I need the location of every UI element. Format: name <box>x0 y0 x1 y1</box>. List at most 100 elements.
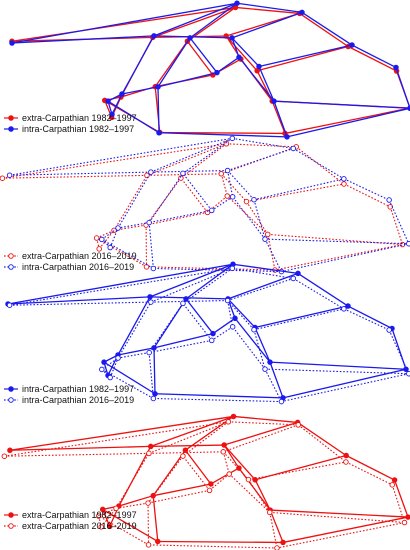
edge-22 <box>258 66 275 102</box>
legend-marker <box>8 126 14 132</box>
edge-17 <box>220 173 247 202</box>
edge-10 <box>117 171 152 229</box>
edge-29 <box>273 100 410 109</box>
edge-2 <box>297 424 347 463</box>
edge-10 <box>118 446 152 507</box>
edge-27 <box>11 35 155 44</box>
panel-2: extra-Carpathian 2016–2019intra-Carpathi… <box>0 135 410 275</box>
edge-13 <box>147 455 184 504</box>
landmark-point <box>208 337 215 344</box>
landmark-point <box>210 330 216 337</box>
edge-22 <box>254 327 271 363</box>
landmark-point <box>284 134 290 140</box>
landmark-point <box>147 443 154 450</box>
edge-5 <box>281 243 409 273</box>
edge-1 <box>235 6 300 15</box>
edge-12 <box>187 6 236 42</box>
landmark-point <box>391 477 398 483</box>
edge-28 <box>148 222 154 269</box>
edge-12 <box>185 415 234 451</box>
edge-25 <box>182 455 210 491</box>
landmark-point <box>206 487 213 494</box>
edge-27 <box>2 174 147 179</box>
landmark-point <box>146 219 152 226</box>
edge-17 <box>222 451 249 480</box>
landmark-point <box>229 194 236 200</box>
landmark-point <box>251 326 257 333</box>
edge-13 <box>153 298 187 349</box>
landmark-point <box>178 175 184 181</box>
panel-3: intra-Carpathian 1982–1997intra-Carpathi… <box>4 261 410 405</box>
landmark-point <box>262 236 268 242</box>
landmark-point <box>99 236 105 243</box>
edge-3 <box>343 183 391 208</box>
edge-23 <box>273 100 288 138</box>
landmark-point <box>229 324 236 330</box>
edge-9 <box>98 229 115 250</box>
edge-16 <box>223 424 299 453</box>
landmark-point <box>256 63 262 70</box>
edge-7 <box>102 508 159 543</box>
edge-16 <box>231 11 303 39</box>
landmark-point <box>236 465 242 471</box>
edge-5 <box>282 368 407 399</box>
edge-19 <box>227 300 234 327</box>
edge-21 <box>157 71 218 88</box>
legend-marker <box>8 523 14 529</box>
landmark-point <box>214 69 220 76</box>
edge-27 <box>9 445 151 451</box>
edge-6 <box>157 540 284 544</box>
edge-15 <box>150 444 225 448</box>
landmark-point <box>406 370 410 377</box>
legend-marker <box>8 397 14 403</box>
landmark-point <box>393 64 399 71</box>
edge-13 <box>145 177 182 226</box>
landmark-point <box>115 355 121 361</box>
edge-20 <box>216 56 240 74</box>
edge-9 <box>111 93 123 115</box>
series-2-wireframe <box>9 0 410 140</box>
landmark-point <box>99 506 106 513</box>
edge-14 <box>117 352 150 359</box>
edge-6 <box>153 267 282 273</box>
legend-label: extra-Carpathian 1982–1997 <box>22 510 137 520</box>
edge-27 <box>4 452 149 457</box>
legend-marker <box>8 386 14 392</box>
edge-24 <box>228 473 271 513</box>
edge-3 <box>351 44 397 69</box>
edge-10 <box>117 301 152 359</box>
landmark-point <box>299 9 305 16</box>
edge-3 <box>343 178 390 201</box>
edge-23 <box>271 100 286 134</box>
landmark-point <box>150 492 156 499</box>
edge-20 <box>211 196 233 211</box>
landmark-point <box>146 450 152 457</box>
landmark-point <box>262 366 268 372</box>
edge-18 <box>253 308 344 331</box>
series-2-wireframe <box>1 419 408 550</box>
edge-25 <box>189 37 218 73</box>
landmark-point <box>105 98 111 104</box>
edge-4 <box>388 329 410 374</box>
series-1-wireframe <box>5 261 409 401</box>
edge-5 <box>286 107 410 138</box>
edge-18 <box>257 45 349 72</box>
landmark-point <box>295 270 301 277</box>
edge-25 <box>182 303 213 341</box>
edge-18 <box>246 183 345 203</box>
landmark-point <box>99 366 105 373</box>
edge-1 <box>226 143 297 148</box>
landmark-point <box>182 447 189 453</box>
landmark-point <box>274 545 280 550</box>
landmark-point <box>389 482 396 488</box>
edge-22 <box>254 479 271 511</box>
edge-12 <box>180 143 227 179</box>
edge-23 <box>264 368 282 402</box>
edge-29 <box>267 233 403 246</box>
edge-1 <box>236 2 303 14</box>
landmark-point <box>386 327 392 333</box>
edge-14 <box>118 495 154 507</box>
landmark-point <box>148 169 154 175</box>
edge-28 <box>153 347 156 394</box>
